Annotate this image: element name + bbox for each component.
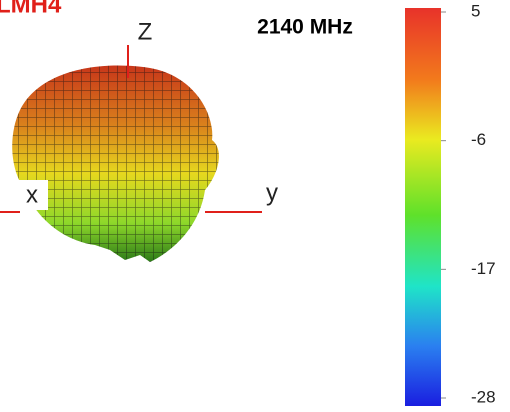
chart-subtitle: 2140 MHz [257,16,353,39]
pattern-surface [12,65,219,262]
x-axis-label: x [26,181,38,208]
colorbar-tick-label: -6 [471,130,486,149]
x-label-box [16,180,48,210]
colorbar [405,8,441,406]
colorbar-tick-label: -28 [471,387,496,406]
colorbar-tick-label: -17 [471,259,496,278]
colorbar-tick-label: 5 [471,1,480,20]
z-axis-label: Z [138,18,153,45]
chart-title: LMH4 [0,0,62,18]
y-axis-label: y [266,179,278,206]
